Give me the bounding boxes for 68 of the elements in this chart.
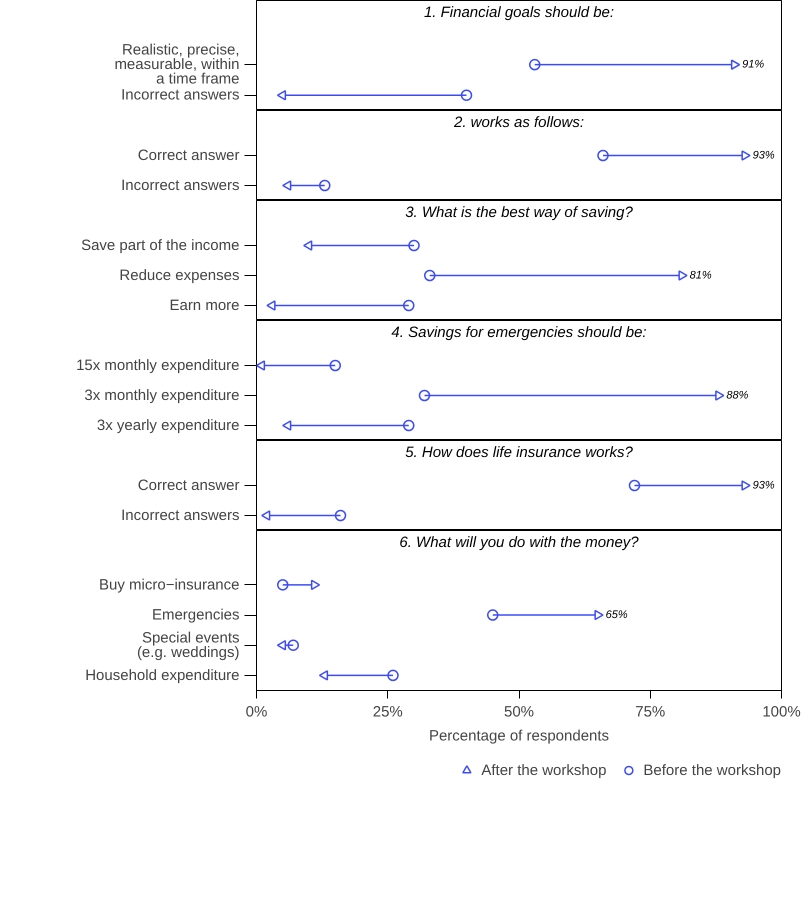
x-tick-label: 25% — [372, 704, 403, 720]
chart-title: 3. What is the best way of saving? — [405, 204, 634, 221]
point — [261, 510, 270, 521]
point — [408, 240, 420, 252]
x-tick-label: 100% — [762, 704, 801, 720]
point — [424, 270, 436, 282]
chart-title: 5. How does life insurance works? — [405, 444, 634, 461]
point — [487, 609, 498, 621]
point — [678, 270, 688, 281]
point — [310, 580, 320, 590]
y-tick-label: Emergencies — [152, 606, 240, 624]
y-tick-label: 3x monthly expenditure — [84, 387, 240, 404]
y-tick-label: Special events (e.g. weddings) — [136, 629, 240, 661]
point — [741, 480, 751, 491]
data-label: 81% — [690, 270, 712, 282]
point — [403, 300, 414, 312]
point — [529, 58, 540, 70]
point — [334, 510, 346, 522]
point — [730, 59, 740, 70]
y-tick-label: 3x yearly expenditure — [96, 417, 240, 434]
point — [256, 360, 266, 371]
legend-label: Before the workshop — [643, 762, 781, 778]
point — [318, 670, 328, 681]
x-tick-label: 0% — [246, 704, 268, 720]
chart-title: 2. works as follows: — [452, 114, 584, 131]
point — [266, 300, 276, 311]
x-tick-label: 75% — [635, 704, 666, 720]
chart-title: 6. What will you do with the money? — [399, 534, 640, 552]
y-tick-label: Incorrect answers — [121, 86, 240, 104]
y-tick-label: Buy micro−insurance — [99, 576, 240, 594]
y-tick-label: Earn more — [169, 297, 240, 314]
chart-title: 4. Savings for emergencies should be: — [391, 324, 647, 341]
y-tick-label: Household expenditure — [85, 666, 240, 684]
y-tick-label: Incorrect answers — [121, 507, 240, 524]
point — [741, 150, 751, 161]
point — [330, 360, 341, 372]
point — [282, 180, 292, 191]
y-tick-label: 15x monthly expenditure — [76, 357, 240, 374]
x-tick-label: 50% — [504, 704, 534, 720]
point — [276, 640, 286, 650]
point — [387, 670, 399, 682]
data-label: 91% — [742, 58, 764, 71]
point — [319, 180, 330, 192]
legend-label: After the workshop — [481, 762, 606, 778]
point — [276, 90, 286, 100]
data-label: 65% — [606, 609, 628, 622]
point — [628, 480, 640, 492]
x-axis-title: Percentage of respondents — [428, 728, 610, 744]
point — [288, 639, 299, 651]
y-tick-label: Incorrect answers — [121, 177, 240, 194]
point — [460, 89, 472, 101]
point — [303, 240, 312, 251]
point — [715, 390, 724, 401]
data-label: 93% — [752, 480, 775, 492]
data-label: 88% — [726, 390, 749, 402]
data-label: 93% — [752, 150, 775, 162]
point — [418, 390, 430, 402]
chart-title: 1. Financial goals should be: — [424, 4, 614, 22]
point — [403, 420, 414, 432]
y-tick-label: Save part of the income — [81, 237, 240, 254]
point — [597, 150, 609, 162]
point — [277, 579, 288, 591]
y-tick-label: Correct answer — [138, 147, 240, 164]
y-tick-label: Correct answer — [138, 477, 240, 494]
point — [594, 610, 604, 620]
point — [282, 420, 292, 431]
y-tick-label: Reduce expenses — [119, 267, 240, 284]
y-tick-label: Realistic, precise, measurable, within a time frame — [114, 42, 240, 88]
